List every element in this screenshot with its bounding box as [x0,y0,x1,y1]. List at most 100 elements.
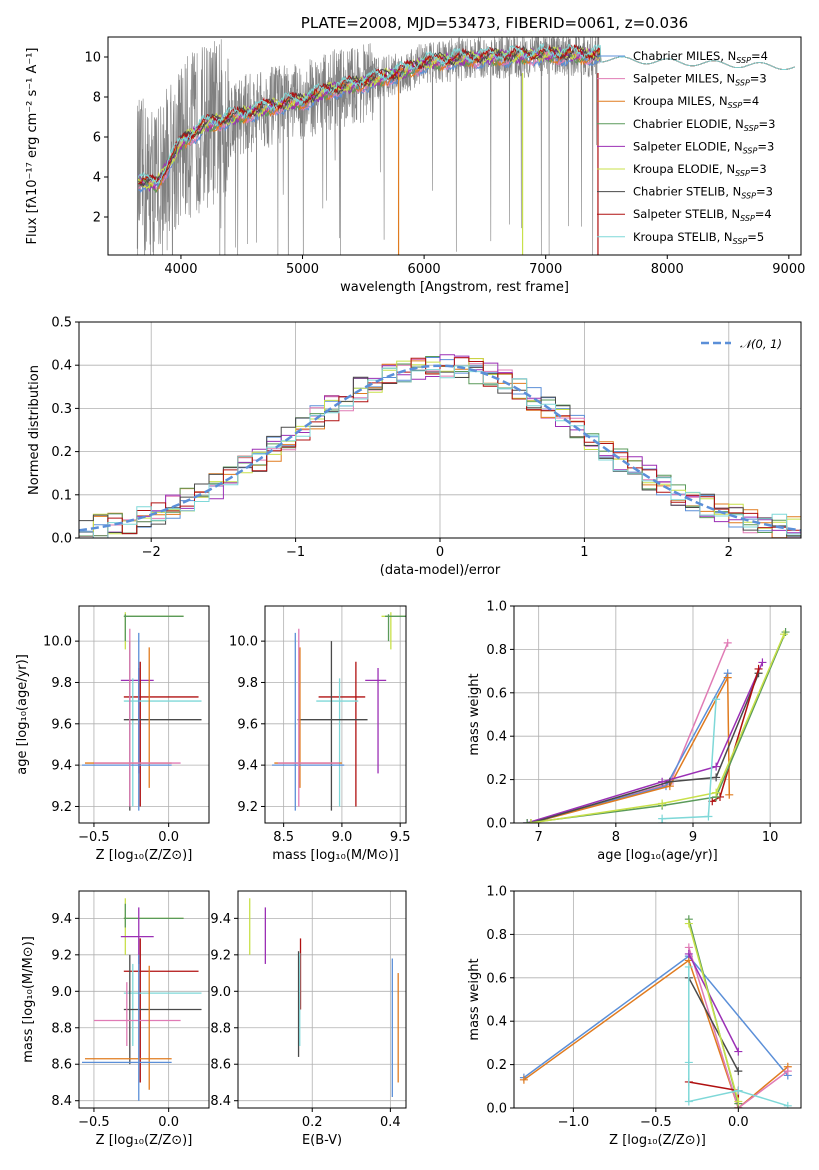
y-tick-label: 9.8 [51,676,72,691]
y-tick-label: 10.0 [43,635,72,650]
weight-point [684,1097,693,1106]
y-tick-label: 0.0 [486,1102,507,1117]
x-tick-label: 7000 [529,262,562,277]
y-tick-label: 0.5 [51,316,72,331]
y-tick-label: 2 [93,211,101,226]
weight-point [684,1058,693,1067]
x-tick-label: 8 [612,830,620,845]
x-axis-label: wavelength [Angstrom, rest frame] [340,280,569,295]
x-tick-label: −1.0 [558,1115,590,1130]
weight-line-salpeter-miles [688,947,789,1108]
legend-entry: Chabrier STELIB, NSSP=3 [633,185,773,201]
legend-entry: Chabrier ELODIE, NSSP=3 [633,117,775,133]
y-tick-label: 9.8 [237,676,258,691]
axes-frame [78,890,210,1109]
weight-point [712,773,721,782]
x-tick-label: −1 [286,545,305,560]
x-tick-label: 9 [689,830,697,845]
legend-entry: 𝒩(0, 1) [740,337,782,351]
x-tick-label: 1 [580,545,588,560]
y-tick-label: 0.8 [486,928,507,943]
axes-frame [513,890,802,1109]
y-tick-label: 6 [93,131,101,146]
y-tick-label: 0.2 [486,773,507,788]
x-axis-label: E(B-V) [302,1133,342,1148]
weight-point [665,777,674,786]
weight-line-chabrier-stelib [530,673,760,823]
y-tick-label: 1.0 [486,885,507,900]
x-tick-label: 4000 [164,262,197,277]
weight-point [684,962,693,971]
y-axis-label: age [log₁₀(age/yr)] [15,654,30,775]
x-axis-label: Z [log₁₀(Z/Z⊙)] [96,1133,193,1148]
x-tick-label: 0.2 [302,1115,323,1130]
y-tick-label: 10 [84,51,101,66]
y-axis-label: mass [log₁₀(M/M⊙)] [21,936,36,1063]
weight-point [780,630,789,639]
mass-weight-vs-metallicity-panel: −1.0 −0.5 0.0 0.0 0.2 0.4 0.6 0.8 1.0 Z [log₁₀(Z/… [467,885,802,1148]
y-tick-label: 8.4 [210,1094,231,1109]
x-tick-label: 7 [535,830,543,845]
y-tick-label: 0.3 [51,402,72,417]
mass-vs-extinction-panel: 0.2 0.4 8.4 8.6 8.8 9.0 9.2 9.4 E(B-V) [210,890,407,1148]
y-tick-label: 9.6 [237,717,258,732]
legend-entry: Salpeter STELIB, NSSP=4 [633,207,772,223]
y-tick-label: 8.6 [210,1058,231,1073]
weight-line-kroupa-elodie [688,923,740,1102]
x-axis-label: (data-model)/error [380,563,501,578]
legend-entry: Salpeter MILES, NSSP=3 [633,72,767,88]
model-spectrum-kroupa-stelib [137,42,796,185]
axes-frame [264,605,407,824]
weight-line-kroupa-miles [523,959,789,1108]
histogram-kroupa-stelib [79,365,801,538]
y-tick-label: 9.4 [51,912,72,927]
y-tick-label: 9.0 [210,985,231,1000]
weight-point [526,819,535,823]
x-axis-label: mass [log₁₀(M/M⊙)] [272,848,399,863]
x-axis-label: age [log₁₀(age/yr)] [597,848,718,863]
y-tick-label: 0.0 [51,532,72,547]
weight-point [523,819,532,823]
legend-entry: Kroupa STELIB, NSSP=5 [633,230,764,246]
weight-point [754,664,763,673]
weight-point [734,1047,743,1056]
y-tick-label: 0.0 [486,817,507,832]
weight-point [712,695,721,704]
y-tick-label: 8.4 [51,1094,72,1109]
weight-line-salpeter-elodie [688,953,739,1052]
y-tick-label: 8.8 [210,1021,231,1036]
x-tick-label: −0.5 [640,1115,672,1130]
y-tick-label: 0.2 [51,445,72,460]
x-tick-label: 2 [725,545,733,560]
axes-frame [237,890,407,1109]
y-tick-label: 9.6 [51,717,72,732]
weight-point [704,812,713,821]
x-tick-label: 8.5 [273,830,294,845]
axes-frame [513,605,802,824]
weight-point [723,638,732,647]
weight-line-salpeter-elodie [526,662,764,823]
mass-vs-metallicity-panel: −0.5 0.0 8.4 8.6 8.8 9.0 9.2 9.4 Z [log₁₀(Z/Z⊙)]… [21,890,210,1148]
weight-line-kroupa-miles [530,677,731,823]
x-tick-label: 0.0 [728,1115,749,1130]
axes-frame [107,36,802,256]
x-tick-label: 9.5 [390,830,411,845]
y-tick-label: 9.2 [210,948,231,963]
x-axis-label: Z [log₁₀(Z/Z⊙)] [96,848,193,863]
y-tick-label: 8.6 [51,1058,72,1073]
legend-entry: Salpeter ELODIE, NSSP=3 [633,139,774,155]
legend-entry: Chabrier MILES, NSSP=4 [633,49,768,65]
x-tick-label: 0.0 [158,830,179,845]
x-tick-label: −0.5 [78,830,110,845]
legend-entry: Kroupa ELODIE, NSSP=3 [633,162,767,178]
weight-point [712,788,721,797]
weight-point [684,949,693,958]
y-tick-label: 9.2 [237,800,258,815]
weight-line-kroupa-elodie [530,633,785,823]
x-tick-label: 0.4 [380,1115,401,1130]
y-tick-label: 9.0 [51,985,72,1000]
y-tick-label: 1.0 [486,600,507,615]
x-tick-label: 6000 [408,262,441,277]
weight-line-chabrier-elodie [527,631,787,823]
